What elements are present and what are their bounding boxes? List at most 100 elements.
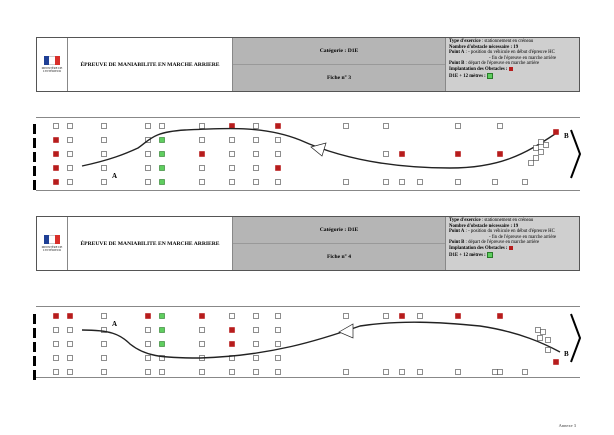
cone-marker <box>67 369 73 375</box>
exercise-info: Type d'exercice : stationnement en créne… <box>446 217 579 270</box>
cone-marker <box>417 313 423 319</box>
barrier-bar <box>33 124 36 134</box>
cone-marker <box>145 151 151 157</box>
cone-marker <box>229 151 235 157</box>
cone-marker <box>199 123 205 129</box>
cone-marker <box>343 123 349 129</box>
cone-marker <box>383 179 389 185</box>
cone-marker <box>538 149 544 155</box>
cone-marker <box>159 123 165 129</box>
extra-legend-icon <box>486 251 493 258</box>
cone-marker <box>253 369 259 375</box>
obstacle-marker <box>497 313 503 319</box>
cone-marker <box>101 123 107 129</box>
point-b-value: : départ de l'épreuve en marche arrière <box>465 61 540 67</box>
point-a-value: : - position du véhicule en début d'épre… <box>465 229 555 235</box>
cone-marker <box>145 179 151 185</box>
cone-marker <box>497 369 503 375</box>
direction-arrow-icon <box>338 323 354 339</box>
obstacle-legend-icon <box>508 66 513 71</box>
obstacle-marker <box>399 313 405 319</box>
cone-marker <box>199 341 205 347</box>
cone-marker <box>101 179 107 185</box>
cone-marker <box>253 355 259 361</box>
cone-marker <box>159 355 165 361</box>
exercise-info: Type d'exercice : stationnement en créne… <box>446 38 579 91</box>
barrier-bar <box>33 356 36 366</box>
obstacle-marker <box>145 313 151 319</box>
end-bracket <box>570 313 582 363</box>
cone-marker <box>101 355 107 361</box>
barrier-bar <box>33 152 36 162</box>
cone-marker <box>67 341 73 347</box>
d1e-label: D1E + 12 mètres : <box>449 73 486 79</box>
cone-marker <box>199 327 205 333</box>
extra-marker <box>159 313 165 319</box>
cone-marker <box>455 123 461 129</box>
cone-marker <box>417 179 423 185</box>
cone-marker <box>543 142 549 148</box>
cone-marker <box>229 369 235 375</box>
course-top-line <box>36 306 580 307</box>
obstacle-marker <box>275 165 281 171</box>
cone-marker <box>455 179 461 185</box>
cone-marker <box>343 179 349 185</box>
cone-marker <box>535 327 541 333</box>
cone-marker <box>343 369 349 375</box>
cone-marker <box>275 369 281 375</box>
cone-marker <box>275 341 281 347</box>
cone-marker <box>522 369 528 375</box>
obstacle-marker <box>53 137 59 143</box>
obstacle-marker <box>553 129 559 135</box>
category-label: Catégorie : D1E <box>233 38 445 65</box>
obstacle-marker <box>199 151 205 157</box>
type-value: : stationnement en créneau <box>481 39 534 44</box>
obstacle-marker <box>229 341 235 347</box>
exercise-title: ÉPREUVE DE MANIABILITE EN MARCHE ARRIERE <box>68 38 233 91</box>
obstacle-marker <box>53 151 59 157</box>
extra-marker <box>159 137 165 143</box>
obstacle-marker <box>229 327 235 333</box>
obstacle-marker <box>455 313 461 319</box>
cone-marker <box>229 179 235 185</box>
flag-icon <box>44 55 60 65</box>
cone-marker <box>522 179 528 185</box>
cone-marker <box>383 151 389 157</box>
cone-marker <box>145 369 151 375</box>
cone-marker <box>537 335 543 341</box>
cone-marker <box>229 165 235 171</box>
sheet-3-header: MINISTÈRE DE L'INTÉRIEUR ÉPREUVE DE MANI… <box>36 37 580 92</box>
cone-marker <box>253 327 259 333</box>
cone-marker <box>417 369 423 375</box>
sheet-number: Fiche n° 4 <box>327 254 351 260</box>
annex-label: Annexe 3 <box>558 423 576 428</box>
implant-label: Implantation des Obstacles : <box>449 246 508 252</box>
cone-marker <box>545 337 551 343</box>
cone-marker <box>145 355 151 361</box>
cone-marker <box>145 165 151 171</box>
logo-text: MINISTÈRE DE L'INTÉRIEUR <box>41 244 63 252</box>
cone-marker <box>145 327 151 333</box>
obstacle-marker <box>399 151 405 157</box>
type-label: Type d'exercice <box>449 39 481 44</box>
course-top-line <box>36 117 580 118</box>
cone-marker <box>533 145 539 151</box>
category-label: Catégorie : D1E <box>233 217 445 244</box>
cone-marker <box>275 151 281 157</box>
cone-marker <box>275 313 281 319</box>
cone-marker <box>229 137 235 143</box>
cone-marker <box>399 369 405 375</box>
point-b-label: Point B <box>449 61 465 67</box>
cone-marker <box>101 165 107 171</box>
extra-marker <box>159 165 165 171</box>
cone-marker <box>101 137 107 143</box>
course-diagram-4: AB <box>33 313 582 380</box>
cone-marker <box>145 341 151 347</box>
cone-marker <box>199 369 205 375</box>
obstacle-marker <box>199 313 205 319</box>
cone-marker <box>199 137 205 143</box>
cone-marker <box>53 341 59 347</box>
cone-marker <box>383 123 389 129</box>
obstacle-legend-icon <box>508 245 513 250</box>
cone-marker <box>253 179 259 185</box>
